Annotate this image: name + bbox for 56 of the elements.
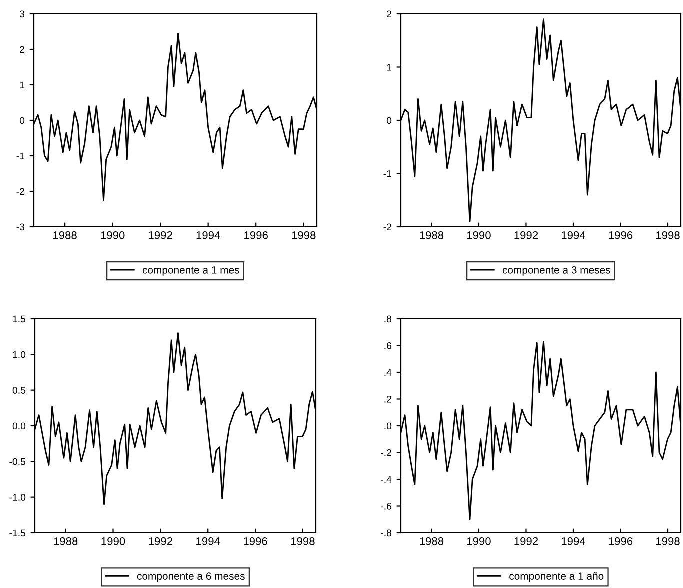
x-tick-label: 1988 [54, 537, 78, 546]
x-tick-label: 1996 [609, 537, 633, 546]
y-tick-label: -1.0 [10, 494, 26, 501]
y-tick-label: 0 [386, 117, 392, 124]
y-tick-label: .2 [384, 396, 392, 403]
y-tick-label: -.8 [381, 530, 392, 537]
y-tick-label: 2 [387, 10, 392, 18]
x-tick-label: 1998 [656, 537, 680, 546]
y-tick-label: -1 [16, 152, 24, 160]
x-tick-label: 1994 [562, 537, 586, 546]
legend-label: componente a 1 año [510, 572, 604, 582]
x-tick-label: 1988 [54, 231, 77, 240]
y-tick-label: -2 [384, 224, 392, 231]
x-tick-label: 1992 [149, 231, 172, 240]
y-tick-label: 2 [20, 46, 24, 54]
legend-label: componente a 1 mes [142, 266, 240, 276]
y-tick-label: .4 [384, 369, 392, 376]
x-tick-label: 1994 [196, 231, 220, 240]
x-tick-label: 1992 [149, 537, 172, 546]
x-tick-label: 1988 [420, 537, 444, 546]
y-tick-label: 3 [20, 10, 25, 18]
x-tick-label: 1994 [196, 537, 220, 546]
x-tick-label: 1996 [244, 231, 268, 240]
x-tick-label: 1996 [609, 231, 633, 240]
x-tick-label: 1996 [244, 537, 268, 546]
x-tick-label: 1992 [514, 231, 538, 240]
legend-label: componente a 6 meses [137, 572, 245, 582]
y-tick-label: 1.0 [13, 351, 26, 358]
x-tick-label: 1990 [102, 537, 126, 546]
y-tick-label: 0.0 [12, 422, 26, 430]
x-tick-label: 1988 [420, 231, 444, 240]
x-tick-label: 1998 [291, 537, 315, 546]
y-tick-label: -3 [16, 224, 25, 231]
y-tick-label: -.4 [381, 476, 392, 484]
y-tick-label: .8 [384, 316, 392, 323]
y-tick-label: -.6 [381, 502, 392, 510]
y-tick-label: .0 [384, 422, 392, 430]
x-tick-label: 1990 [101, 231, 125, 240]
y-tick-label: -.2 [381, 449, 392, 456]
x-tick-label: 1990 [467, 537, 491, 546]
y-tick-label: -0.5 [10, 458, 26, 466]
y-tick-label: 0 [20, 117, 25, 124]
x-tick-label: 1994 [562, 231, 586, 240]
y-tick-label: -1 [384, 170, 392, 178]
x-tick-label: 1998 [656, 231, 680, 240]
x-tick-label: 1992 [514, 537, 538, 546]
legend-label: componente a 3 meses [502, 266, 610, 276]
y-tick-label: 1.5 [13, 316, 26, 323]
y-tick-label: .6 [384, 342, 392, 350]
x-tick-label: 1998 [292, 231, 316, 240]
y-tick-label: 0.5 [12, 387, 26, 394]
y-tick-label: 1 [387, 64, 392, 71]
y-tick-label: -2 [16, 188, 24, 196]
y-tick-label: 1 [20, 82, 24, 89]
x-tick-label: 1990 [467, 231, 491, 240]
y-tick-label: -1.5 [10, 530, 26, 537]
